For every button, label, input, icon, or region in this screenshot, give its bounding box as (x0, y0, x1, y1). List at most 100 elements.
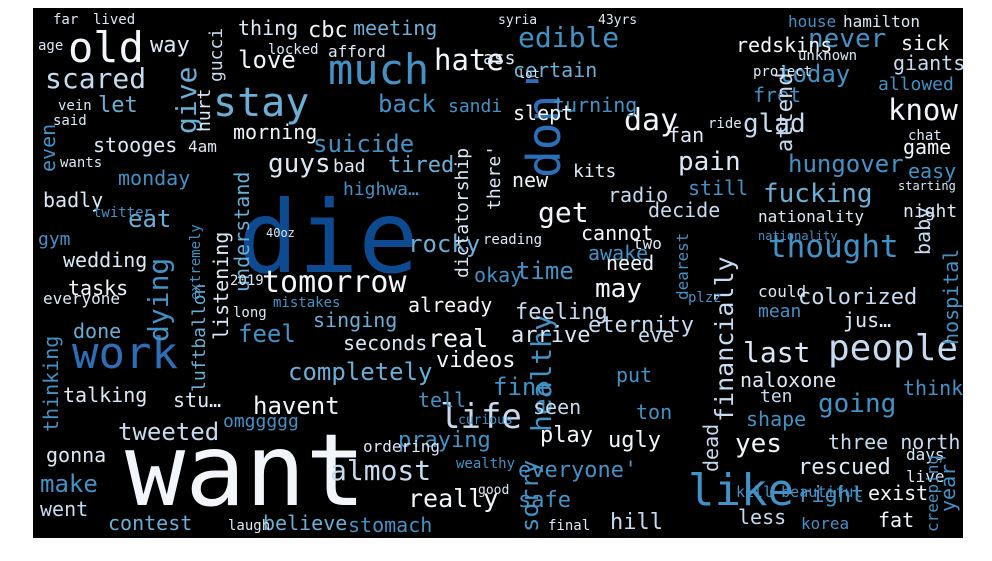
word: redskins (736, 33, 832, 57)
word: twitter (93, 205, 152, 221)
word: really (408, 484, 498, 513)
word: ton (636, 400, 672, 424)
word: don' (517, 67, 571, 178)
word: shape (746, 407, 806, 431)
word: fine (493, 373, 551, 401)
word: ordering (363, 437, 440, 456)
word: two (633, 234, 662, 253)
word: eve (638, 323, 674, 347)
word: bad (333, 156, 366, 177)
word: contest (108, 511, 192, 535)
word-group: want die don' people like work life old much stay… (36, 12, 963, 537)
word: there' (484, 145, 505, 210)
word: play (540, 423, 593, 448)
word: believe (263, 511, 347, 535)
word: afford (328, 42, 386, 61)
word: age (38, 38, 63, 54)
word: much (328, 45, 429, 94)
word: listening (209, 232, 233, 340)
word: videos (436, 348, 515, 373)
word: work (72, 328, 178, 379)
word: guys (268, 149, 331, 179)
word: vein (58, 98, 92, 114)
word: everyone (43, 289, 120, 308)
word: mistakes (273, 295, 340, 311)
word: house (788, 12, 836, 31)
word: gym (38, 229, 71, 250)
word: highwa… (343, 179, 419, 200)
word: good (478, 483, 509, 498)
word: 2019 (230, 273, 264, 289)
word: korea (801, 514, 849, 533)
word: hurt (194, 89, 215, 132)
word: plzz (688, 290, 722, 306)
word: today (778, 60, 850, 88)
word: love (238, 46, 296, 74)
word: dead (699, 424, 723, 472)
word: radio (608, 183, 668, 207)
word: syria (498, 13, 537, 28)
word: let (98, 93, 138, 118)
word: die (238, 179, 419, 296)
word: sick (901, 31, 949, 55)
word: 4am (188, 137, 217, 156)
word: financially (710, 256, 739, 422)
word: far (53, 12, 78, 28)
word: fan (668, 123, 704, 147)
word: tweeted (118, 418, 219, 446)
word: night (903, 201, 957, 222)
word: real (428, 324, 488, 353)
word: get (538, 196, 589, 229)
word: back (378, 90, 436, 118)
word: make (40, 470, 98, 498)
word: stomach (348, 513, 432, 537)
word: turning (553, 93, 637, 117)
word: may (595, 274, 642, 304)
word: mean (758, 301, 801, 322)
word: glad (743, 109, 806, 139)
word: hate (434, 43, 504, 77)
word: sorry (516, 460, 544, 532)
word: never (808, 24, 886, 54)
word: days (906, 445, 945, 464)
word: completely (288, 358, 433, 386)
word: hungover (788, 150, 904, 178)
word: feeling (515, 300, 608, 325)
word: cbc (308, 18, 348, 43)
word: way (150, 33, 190, 58)
word: thinking (39, 336, 63, 432)
word: long (233, 305, 267, 321)
word: monday (118, 166, 190, 190)
word: hill (610, 510, 663, 535)
word: easy (908, 159, 956, 183)
word: scared (45, 62, 146, 95)
word: extremely (188, 224, 204, 300)
word: singing (313, 308, 397, 332)
word: colorized (798, 285, 917, 310)
word: okay (474, 263, 522, 287)
cloud-background (33, 8, 963, 538)
word: ten (760, 386, 793, 407)
word: kill beautiful (736, 483, 862, 501)
word: less (738, 505, 786, 529)
word: laugh (228, 518, 270, 534)
word: seconds (343, 331, 427, 355)
word: praying (398, 428, 491, 453)
word: starting (898, 179, 956, 193)
word: omggggg (223, 411, 299, 432)
word: dying (142, 258, 175, 342)
word: everyone' (518, 458, 637, 483)
word: eat (128, 205, 171, 233)
word: lived (93, 12, 135, 28)
word: new (512, 168, 549, 192)
word: thought (768, 229, 899, 265)
word: project (753, 64, 812, 80)
word: tomorrow (262, 265, 407, 300)
word: said (53, 113, 87, 129)
word: even (36, 124, 60, 172)
word: feel (238, 320, 296, 348)
word: like (688, 465, 794, 516)
word: game (903, 135, 951, 159)
word: rescued (798, 455, 891, 480)
word: gonna (46, 443, 106, 467)
